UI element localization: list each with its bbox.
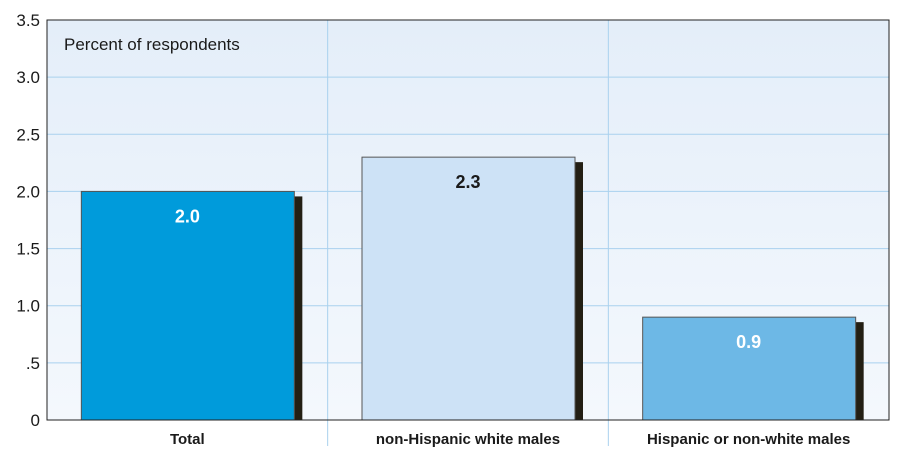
x-axis-categories: Total non-Hispanic white males Hispanic or…	[170, 431, 850, 448]
category-label: Hispanic or non-white males	[647, 431, 850, 448]
y-tick-label: 2.0	[16, 182, 40, 201]
category-label: Total	[170, 431, 205, 448]
y-tick-label: .5	[26, 354, 40, 373]
bar-value-label: 2.0	[175, 206, 200, 226]
y-tick-label: 0	[31, 411, 40, 430]
y-axis-ticks: 0 .5 1.0 1.5 2.0 2.5 3.0 3.5	[16, 11, 40, 430]
y-tick-label: 3.5	[16, 11, 40, 30]
category-label: non-Hispanic white males	[376, 431, 560, 448]
y-tick-label: 2.5	[16, 125, 40, 144]
y-tick-label: 1.0	[16, 297, 40, 316]
bar-2	[642, 316, 857, 421]
bar-1	[361, 156, 576, 421]
bar-value-label: 2.3	[455, 172, 480, 192]
y-axis-label: Percent of respondents	[64, 35, 240, 54]
y-tick-label: 1.5	[16, 240, 40, 259]
bar-0	[80, 190, 295, 421]
bar-value-label: 0.9	[736, 332, 761, 352]
y-tick-label: 3.0	[16, 68, 40, 87]
bars: 2.0 2.3 0.9	[80, 156, 864, 421]
plot-frame	[46, 19, 890, 421]
